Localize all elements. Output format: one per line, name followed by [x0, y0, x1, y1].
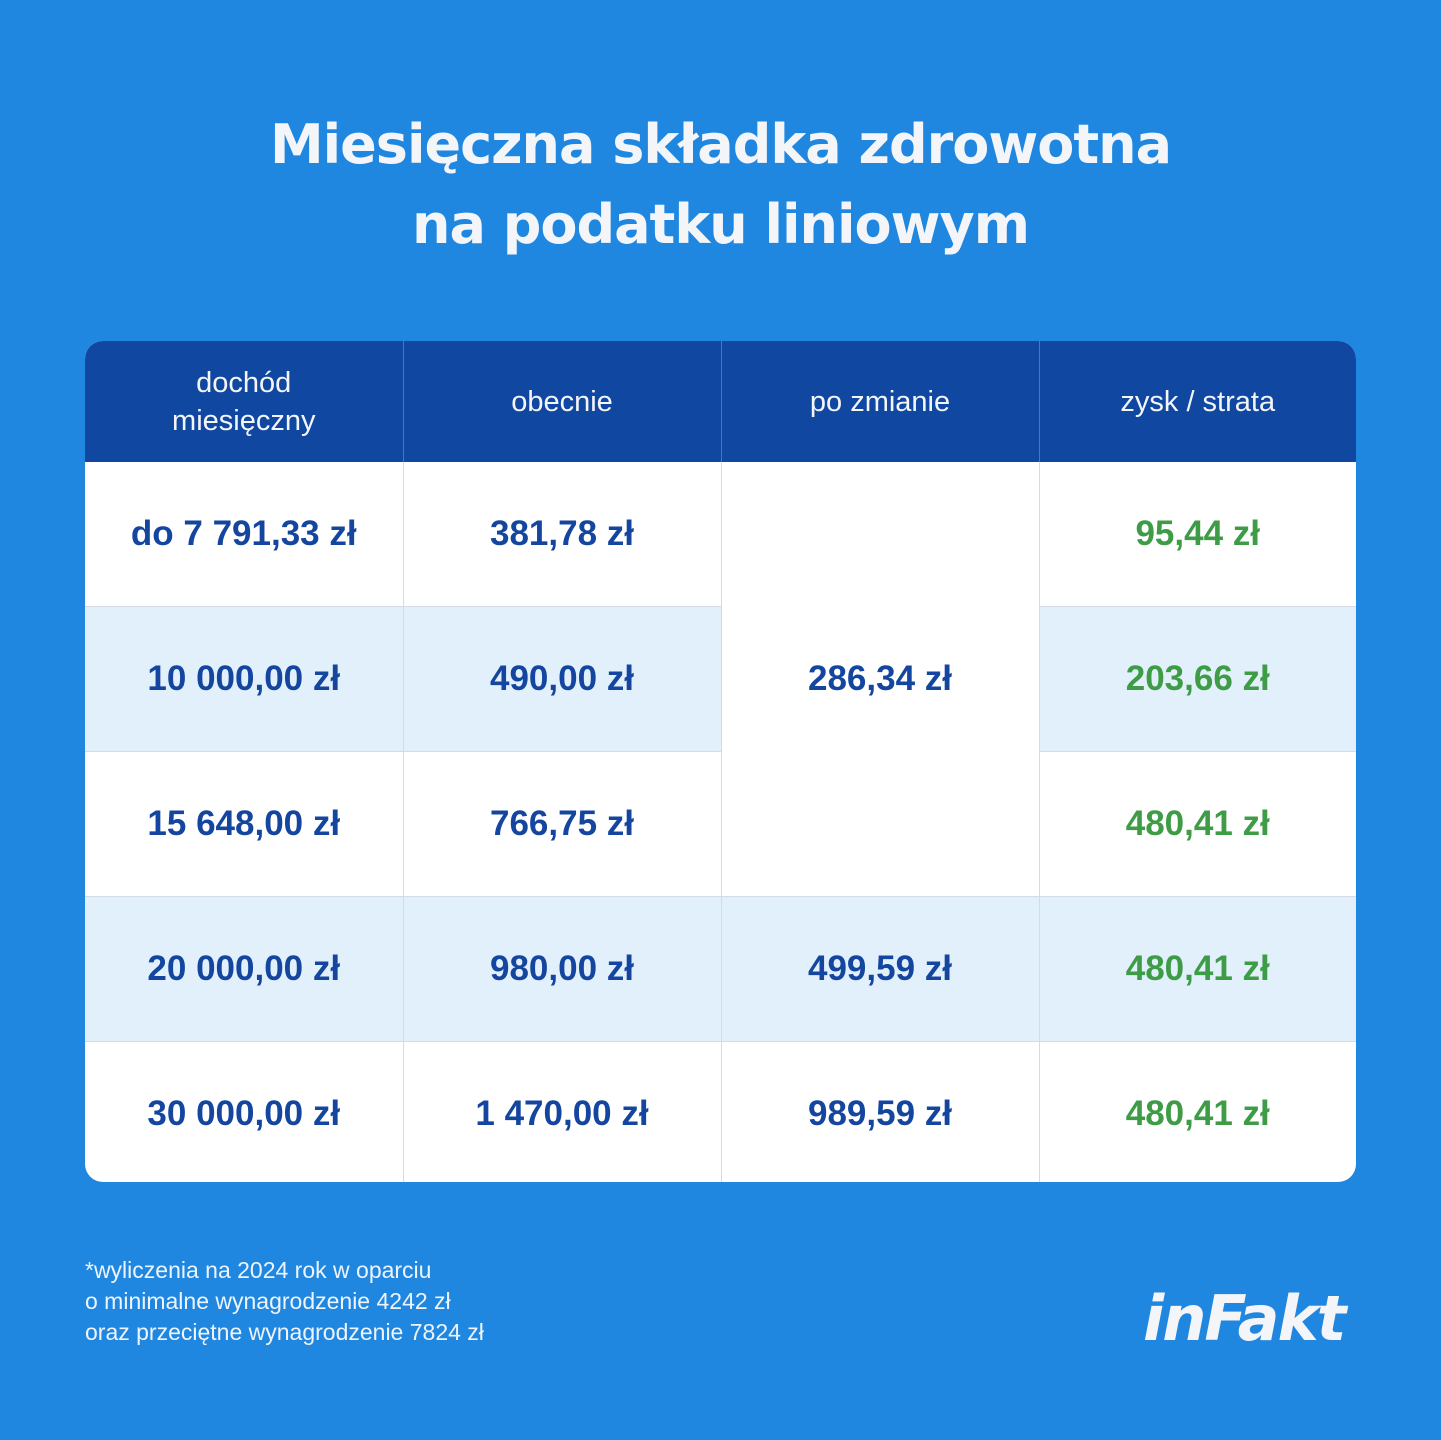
table-row: 10 000,00 zł 490,00 zł 203,66 zł — [85, 606, 1356, 752]
cell-current: 766,75 zł — [402, 751, 721, 897]
contribution-table: dochód miesięczny obecnie po zmianie zys… — [85, 341, 1356, 1182]
column-header-after-change: po zmianie — [720, 341, 1039, 462]
cell-income: 20 000,00 zł — [85, 896, 403, 1042]
title-line-2: na podatku liniowym — [412, 193, 1030, 256]
cell-income: 15 648,00 zł — [85, 751, 403, 897]
footnote: *wyliczenia na 2024 rok w oparciu o mini… — [85, 1255, 484, 1348]
table-row: 15 648,00 zł 766,75 zł 480,41 zł — [85, 751, 1356, 897]
cell-income: 10 000,00 zł — [85, 606, 403, 752]
cell-after-change: 499,59 zł — [720, 896, 1039, 1042]
table-header-row: dochód miesięczny obecnie po zmianie zys… — [85, 341, 1356, 462]
cell-gain-loss: 480,41 zł — [1038, 751, 1356, 897]
page-title: Miesięczna składka zdrowotna na podatku … — [0, 105, 1441, 265]
column-header-gain-loss: zysk / strata — [1038, 341, 1356, 462]
cell-gain-loss: 480,41 zł — [1038, 1041, 1356, 1182]
cell-current: 490,00 zł — [402, 606, 721, 752]
cell-after-change-merged: 286,34 zł — [720, 462, 1039, 897]
footnote-line-1: *wyliczenia na 2024 rok w oparciu — [85, 1257, 432, 1283]
cell-gain-loss: 480,41 zł — [1038, 896, 1356, 1042]
cell-after-change: 989,59 zł — [720, 1041, 1039, 1182]
table-row: 30 000,00 zł 1 470,00 zł 989,59 zł 480,4… — [85, 1041, 1356, 1182]
title-line-1: Miesięczna składka zdrowotna — [269, 113, 1172, 176]
infakt-logo: inFakt — [1143, 1282, 1346, 1355]
table-row: do 7 791,33 zł 381,78 zł 286,34 zł 95,44… — [85, 462, 1356, 897]
column-header-label: dochód miesięczny — [172, 366, 316, 437]
footnote-line-3: oraz przeciętne wynagrodzenie 7824 zł — [85, 1319, 484, 1345]
cell-current: 980,00 zł — [402, 896, 721, 1042]
cell-income: 30 000,00 zł — [85, 1041, 403, 1182]
cell-current: 1 470,00 zł — [402, 1041, 721, 1182]
footnote-line-2: o minimalne wynagrodzenie 4242 zł — [85, 1288, 451, 1314]
column-header-current: obecnie — [402, 341, 721, 462]
column-header-income: dochód miesięczny — [85, 341, 403, 462]
cell-current: 381,78 zł — [402, 462, 721, 607]
cell-income: do 7 791,33 zł — [130, 514, 357, 553]
cell-gain-loss: 203,66 zł — [1038, 606, 1356, 752]
cell-gain-loss: 95,44 zł — [1038, 462, 1356, 607]
table-row: 20 000,00 zł 980,00 zł 499,59 zł 480,41 … — [85, 896, 1356, 1042]
